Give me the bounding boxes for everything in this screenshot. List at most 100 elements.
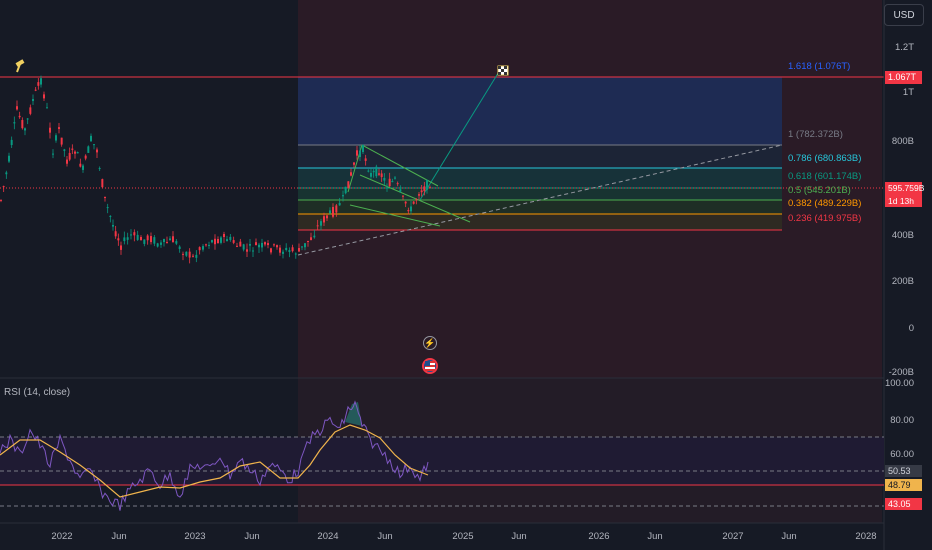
candle-body [214, 238, 216, 245]
time-axis-label: 2023 [184, 531, 206, 542]
fib-label-05: 0.5 (545.201B) [788, 185, 851, 196]
candle-body [49, 127, 51, 133]
candle-body [46, 107, 48, 109]
time-axis-label: 2025 [452, 531, 474, 542]
candle-body [391, 181, 394, 183]
candle-body [380, 173, 383, 178]
candle-body [378, 173, 380, 175]
candle-body [130, 234, 132, 236]
candle-body [32, 99, 34, 102]
candle-body [353, 162, 355, 165]
countdown-tag: 1d 13h [885, 195, 922, 207]
rsi-ma-line[interactable] [0, 424, 429, 498]
candlestick-series[interactable] [0, 75, 431, 264]
candle-body [188, 251, 191, 258]
candle-body [169, 238, 171, 241]
rsi-axis-label: 60.00 [890, 449, 914, 460]
candle-body [255, 242, 257, 246]
candle-body [160, 242, 162, 245]
rsi-indicator-title[interactable]: RSI (14, close) [4, 387, 71, 398]
price-axis-label: 0 [908, 323, 914, 334]
candle-body [267, 243, 269, 246]
candle-body [320, 221, 322, 226]
candle-body [76, 152, 79, 154]
resistance-price-tag: 1.067T [885, 71, 922, 84]
candle-body [58, 127, 60, 129]
candle-body [146, 235, 149, 241]
candle-body [282, 251, 284, 254]
candle-body [304, 243, 306, 248]
flag-lower-line[interactable] [359, 174, 471, 223]
candle-body [29, 107, 32, 114]
support-line[interactable] [349, 204, 441, 227]
dashed-trendline[interactable] [297, 144, 783, 256]
fib-label-0382: 0.382 (489.229B) [788, 198, 862, 209]
candle-body [239, 241, 242, 247]
rsi-ma-tag: 48.79 [885, 479, 922, 491]
candle-body [208, 244, 210, 246]
fib-label-1: 1 (782.372B) [788, 129, 843, 140]
candle-body [242, 244, 245, 250]
candle-body [217, 238, 219, 244]
candle-body [347, 181, 350, 189]
candle-body [114, 231, 117, 237]
candle-body [192, 255, 194, 257]
rsi-overbought-fill [345, 402, 362, 426]
candle-body [285, 247, 288, 251]
candle-body [338, 202, 341, 206]
candle-body [90, 135, 92, 142]
candle-body [396, 183, 399, 185]
time-axis-label: 2028 [855, 531, 877, 542]
candle-body [332, 207, 334, 217]
candle-body [140, 237, 142, 241]
candle-body [182, 253, 184, 255]
candle-body [185, 251, 188, 256]
candle-body [123, 237, 126, 242]
candle-body [294, 253, 297, 255]
rsi-axis-label: 100.00 [884, 378, 914, 389]
lightning-icon[interactable]: ⚡ [423, 336, 437, 350]
candle-body [10, 139, 13, 146]
candle-body [356, 150, 358, 156]
candle-body [426, 180, 428, 190]
flag-icon[interactable] [497, 64, 509, 76]
candle-body [344, 186, 347, 194]
candle-body [364, 158, 367, 161]
fib-zone-05-0382 [298, 200, 782, 214]
candle-body [211, 240, 213, 243]
candle-body [252, 250, 254, 252]
candle-body [329, 210, 331, 214]
current-price-tag: 595.759B [885, 182, 924, 195]
rsi-value-tag: 50.53 [885, 465, 922, 477]
candle-body [63, 149, 66, 151]
candle-body [98, 168, 101, 170]
candle-body [298, 248, 300, 252]
country-flag-icon[interactable] [422, 358, 438, 374]
candle-body [34, 89, 37, 91]
candle-body [60, 137, 63, 145]
candle-body [84, 155, 87, 159]
rsi-line[interactable] [0, 400, 429, 511]
candle-body [5, 172, 8, 175]
candle-body [101, 179, 104, 188]
fib-label-0786: 0.786 (680.863B) [788, 153, 862, 164]
candle-body [279, 247, 281, 253]
time-axis-label: 2027 [722, 531, 744, 542]
candle-body [383, 177, 386, 181]
flag-upper-line[interactable] [361, 144, 439, 187]
candle-body [195, 254, 198, 258]
candle-body [74, 151, 76, 154]
candle-body [2, 186, 5, 188]
fib-label-1618: 1.618 (1.076T) [788, 61, 851, 72]
currency-button[interactable]: USD [884, 4, 924, 26]
price-axis-label: 800B [891, 136, 914, 147]
candle-body [407, 210, 410, 212]
projection-line[interactable] [419, 69, 501, 201]
price-axis-label: 400B [891, 230, 914, 241]
candle-body [26, 118, 29, 120]
candle-body [342, 195, 344, 197]
time-axis-label: Jun [377, 531, 393, 542]
candle-body [313, 235, 316, 238]
hammer-icon[interactable] [14, 59, 28, 73]
